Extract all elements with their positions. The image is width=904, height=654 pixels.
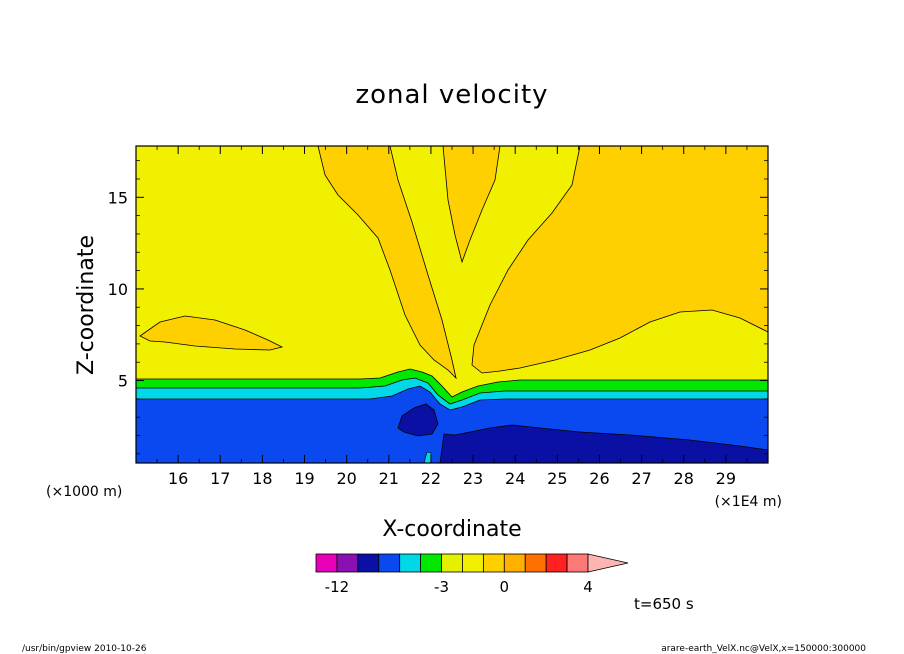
x-tick-label: 18 <box>252 469 272 488</box>
y-tick-label: 10 <box>108 280 128 299</box>
colorbar <box>315 553 629 573</box>
x-unit-right: (×1E4 m) <box>715 494 782 510</box>
colorbar-label: 0 <box>500 578 510 596</box>
colorbar-cell <box>399 553 422 573</box>
colorbar-cell <box>336 553 359 573</box>
colorbar-cell <box>524 553 547 573</box>
colorbar-cell <box>315 553 338 573</box>
plot-area <box>135 145 769 464</box>
x-tick-label: 28 <box>674 469 694 488</box>
x-unit-left: (×1000 m) <box>46 484 122 500</box>
contour-region-positive-upper-left <box>317 145 457 380</box>
colorbar-labels: -12 -3 0 4 <box>325 578 593 596</box>
colorbar-cell <box>441 553 463 573</box>
colorbar-cell <box>503 553 526 573</box>
y-tick-label: 15 <box>108 188 128 207</box>
colorbar-cell <box>462 553 484 573</box>
y-tick-label: 5 <box>118 372 128 391</box>
colorbar-cell <box>378 553 401 573</box>
contour-region-positive-right <box>471 145 769 374</box>
colorbar-cell <box>420 553 442 573</box>
colorbar-label: 4 <box>583 578 593 596</box>
y-axis: 5 10 15 <box>108 160 768 455</box>
colorbar-cell <box>482 553 505 573</box>
colorbar-label: -3 <box>434 578 449 596</box>
contour-region-positive-upper-right <box>442 145 501 264</box>
colorbar-extend-arrow <box>587 553 629 573</box>
x-tick-label: 26 <box>589 469 609 488</box>
x-tick-label: 27 <box>631 469 651 488</box>
x-tick-label: 25 <box>547 469 567 488</box>
contour-region-positive-blob-left <box>139 315 284 351</box>
time-label: t=650 s <box>634 595 694 613</box>
x-tick-label: 20 <box>336 469 356 488</box>
x-tick-label: 19 <box>294 469 314 488</box>
x-tick-label: 16 <box>168 469 188 488</box>
x-tick-label: 24 <box>505 469 525 488</box>
y-axis-label: Z-coordinate <box>74 235 99 375</box>
colorbar-cell <box>357 553 380 573</box>
x-axis-label: X-coordinate <box>382 517 521 542</box>
contour-core-navy-bottom <box>439 424 769 464</box>
x-tick-label: 22 <box>421 469 441 488</box>
x-axis: 16 17 18 19 20 21 22 23 24 25 26 27 28 29 <box>156 146 748 488</box>
x-tick-label: 23 <box>463 469 483 488</box>
x-tick-label: 21 <box>379 469 399 488</box>
footer-left: /usr/bin/gpview 2010-10-26 <box>22 644 147 654</box>
footer-right: arare-earth_VelX.nc@VelX,x=150000:300000 <box>661 644 866 654</box>
contour-core-navy-blob <box>397 403 439 437</box>
x-tick-label: 29 <box>716 469 736 488</box>
colorbar-label: -12 <box>325 578 350 596</box>
colorbar-cell <box>566 553 589 573</box>
x-tick-label: 17 <box>210 469 230 488</box>
chart-title: zonal velocity <box>355 80 548 110</box>
colorbar-cell <box>545 553 568 573</box>
